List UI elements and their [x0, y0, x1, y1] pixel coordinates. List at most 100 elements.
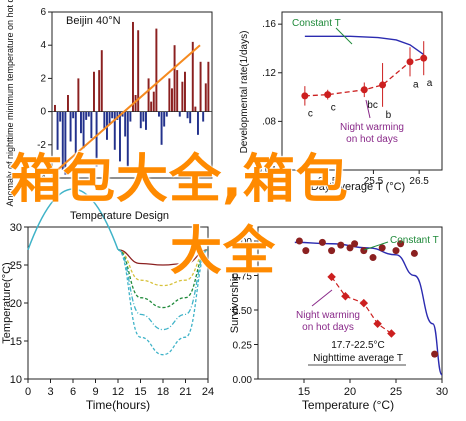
- panel-c-series-line: [117, 249, 209, 331]
- panel-a-bar: [82, 111, 85, 149]
- panel-d-constant-point: [431, 350, 439, 358]
- panel-b-point-label: b: [386, 110, 392, 121]
- panel-a-bar: [142, 111, 145, 122]
- panel-a-bar: [191, 41, 194, 112]
- panel-c-ytick-label: 25: [10, 260, 22, 272]
- panel-c-series-line: [117, 249, 209, 266]
- panel-d-night-arrow: [311, 289, 333, 307]
- panel-d-ylabel: Survivorship: [229, 273, 241, 334]
- panel-b-xlabel: Day average T (°C): [311, 181, 405, 193]
- panel-a-bar: [80, 111, 82, 134]
- panel-b-xtick-label: 25.5: [364, 176, 384, 187]
- panel-a-title: Beijin 40°N: [66, 15, 121, 27]
- panel-d-xlabel: Temperature (°C): [302, 398, 394, 412]
- panel-a-bar: [77, 78, 80, 112]
- panel-a-bar: [139, 111, 142, 129]
- panel-a-bar: [90, 111, 93, 139]
- panel-b-constant-curve: [304, 35, 425, 56]
- panel-a-bar: [152, 91, 155, 112]
- panel-d-ytick-label: 0.25: [233, 341, 253, 352]
- panel-b-point-label: a: [413, 79, 419, 90]
- panel-a-bar: [124, 111, 127, 137]
- panel-b-point-label: bc: [367, 100, 378, 111]
- panel-b-point: [379, 81, 387, 89]
- panel-c-xtick-label: 24: [202, 386, 214, 398]
- panel-c-xtick-label: 12: [112, 386, 124, 398]
- panel-a-bar: [158, 111, 160, 117]
- panel-a-bar: [108, 111, 111, 125]
- panel-a-bar: [134, 95, 137, 112]
- panel-d-ytick-label: 1.00: [233, 237, 253, 248]
- overlay-text-line-2: 大全: [170, 222, 277, 282]
- panel-c-xtick-label: 18: [157, 386, 169, 398]
- panel-c-series: [27, 188, 209, 356]
- panel-a-bar: [207, 61, 210, 112]
- panel-d-night-label-1: Night warming: [296, 310, 360, 321]
- panel-c-ytick-label: 15: [10, 336, 22, 348]
- panel-a-bar: [147, 78, 150, 112]
- panel-a-bar: [197, 111, 199, 135]
- panel-c-xtick-label: 0: [25, 386, 31, 398]
- panel-c-xtick-label: 15: [134, 386, 146, 398]
- panel-a-bar: [171, 88, 173, 112]
- panel-d-night-point: [341, 291, 350, 301]
- panel-d-constant-label: Constant T: [390, 235, 439, 246]
- panel-b-xtick-label: 24.5: [318, 176, 338, 187]
- panel-b-points: c c bcb a a: [301, 41, 433, 121]
- panel-b-point: [420, 54, 428, 62]
- panel-d-constant-point: [337, 241, 345, 249]
- panel-b-ytick-label: .12: [262, 68, 276, 79]
- panel-b-ytick-label: .16: [262, 19, 276, 30]
- panel-c-xlabel: Time(hours): [86, 398, 150, 412]
- panel-a-bar: [85, 111, 88, 120]
- panel-b-point-label: c: [308, 109, 313, 120]
- panel-c: 10 15 20 25 30 0 3 6 9 12 15 18 21 24 Temperature Des…: [1, 188, 214, 412]
- panel-c-series-line: [117, 249, 209, 309]
- panel-a-bar: [184, 71, 186, 112]
- panel-a-ytick-label: 2: [40, 73, 46, 84]
- panel-a-ytick-label: -4: [37, 173, 46, 184]
- panel-a-bar: [129, 111, 132, 122]
- panel-a-bar: [199, 61, 202, 112]
- panel-c-ytick-label: 30: [10, 222, 22, 234]
- panel-a-bar: [61, 111, 64, 170]
- panel-a-bar: [176, 70, 179, 112]
- panel-d-xtick-label: 25: [390, 386, 402, 398]
- panel-b-point: [360, 86, 368, 94]
- panel-a-bar: [56, 111, 59, 150]
- panel-c-title: Temperature Design: [70, 210, 169, 222]
- panel-d-xtick-label: 30: [436, 386, 448, 398]
- overlay-text-line-1: 箱包大全,箱包: [10, 150, 349, 210]
- panel-a-bar: [186, 111, 189, 119]
- panel-a-bar: [155, 28, 158, 112]
- panel-a-bar: [74, 111, 77, 165]
- panel-c-frame: [27, 226, 209, 380]
- panel-a-bar: [69, 111, 72, 142]
- panel-c-series-line: [27, 188, 119, 251]
- panel-d-constant-point: [397, 240, 405, 248]
- panel-a-bar: [87, 111, 90, 117]
- panel-c-ytick-label: 10: [10, 374, 22, 386]
- panel-d-night-point: [387, 329, 396, 338]
- panel-d-constant-point: [328, 247, 336, 255]
- panel-a-bar: [181, 81, 184, 112]
- panel-d-constant-point: [318, 238, 326, 246]
- panel-d-constant-point: [360, 247, 368, 255]
- panel-a-bar: [145, 111, 147, 130]
- panel-a-bar: [72, 111, 75, 119]
- panel-d-constant-point: [369, 254, 377, 262]
- panel-a-y-ticks: -4 -2 0 2 4 6: [37, 7, 52, 184]
- panel-b-ticks: 0.04 .08 .12 .16 24.5 25.5 26.5: [257, 19, 430, 187]
- panel-b-constant-label: Constant T: [292, 18, 341, 29]
- panel-a-bar: [202, 111, 205, 122]
- panel-a-trend-line: [53, 44, 201, 174]
- panel-a: -4 -2 0 2 4 6 Beijin 40°N Anomaly of nighttim…: [5, 0, 213, 207]
- panel-a-bar: [113, 111, 116, 150]
- panel-c-ytick-label: 20: [10, 298, 22, 310]
- panel-b-constant-arrow: [335, 27, 353, 45]
- panel-d-night-avg-1: 17.7-22.5°C: [331, 340, 384, 351]
- panel-c-xtick-label: 21: [179, 386, 191, 398]
- panel-a-ytick-label: 6: [40, 7, 46, 18]
- panel-a-bar: [64, 111, 67, 175]
